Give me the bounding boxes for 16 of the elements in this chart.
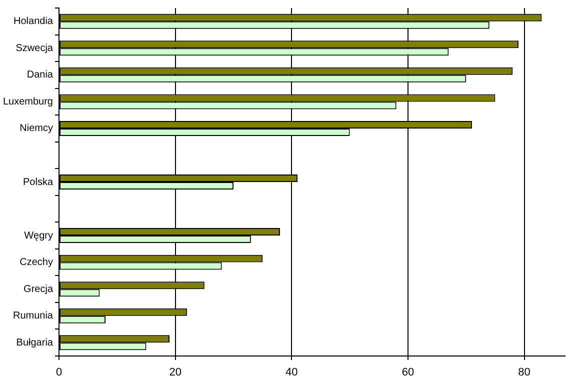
x-tick-label: 20 xyxy=(169,366,182,379)
y-tick-label: Dania xyxy=(26,70,54,81)
x-tick-label: 60 xyxy=(402,366,414,379)
x-tick-label: 40 xyxy=(286,366,298,379)
y-tick-label: Grecja xyxy=(24,284,54,295)
y-tick-label: Czechy xyxy=(20,257,53,268)
y-tick-label: Szwecja xyxy=(16,42,54,54)
y-tick-label: Niemcy xyxy=(20,123,53,134)
y-tick-label: Luxemburg xyxy=(2,96,53,108)
y-tick-label: Polska xyxy=(22,176,54,188)
y-tick-label: Węgry xyxy=(24,230,53,242)
y-tick-label: Rumunia xyxy=(12,310,54,322)
x-tick-label: 80 xyxy=(518,366,530,379)
x-tick-label: 0 xyxy=(56,366,62,379)
y-tick-label: Holandia xyxy=(14,16,54,28)
y-tick-label: Bułgaria xyxy=(16,337,54,348)
